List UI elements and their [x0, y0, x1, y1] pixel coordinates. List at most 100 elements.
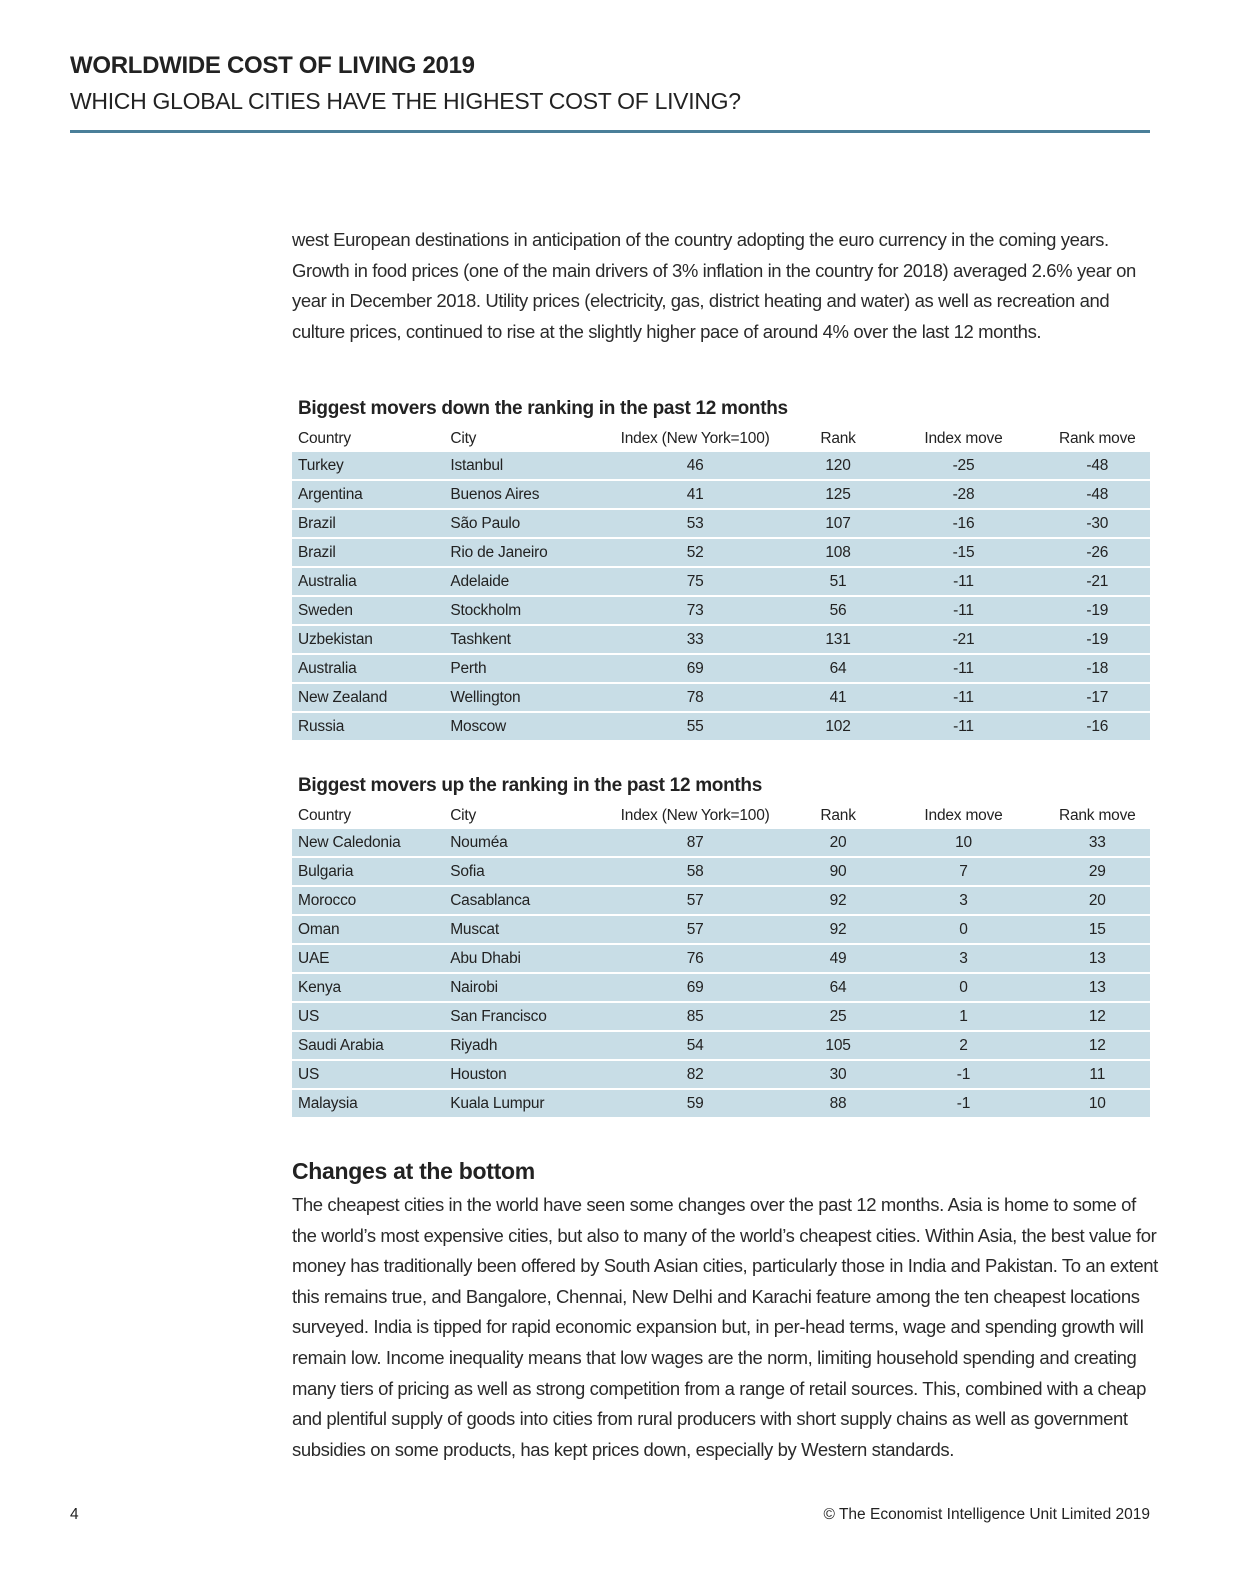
table-cell: -11 — [882, 712, 1045, 742]
table-cell: Adelaide — [444, 567, 597, 597]
table-cell: Sweden — [292, 596, 445, 626]
table-row: Turkey Istanbul 46 120 -25 -48 — [292, 452, 1150, 481]
table-header-row: Country City Index (New York=100) Rank Index… — [292, 425, 1150, 452]
table-cell: Nouméa — [444, 829, 597, 858]
table-cell: 57 — [596, 915, 794, 945]
table-cell: Buenos Aires — [444, 480, 597, 510]
table-cell: São Paulo — [444, 509, 597, 539]
page-number: 4 — [70, 1506, 79, 1523]
table-row: New Caledonia Nouméa 87 20 10 33 — [292, 829, 1150, 858]
table-cell: Wellington — [444, 683, 597, 713]
table-cell: Rio de Janeiro — [444, 538, 597, 568]
table-cell: 87 — [596, 829, 794, 858]
column-header: Rank move — [1058, 429, 1136, 447]
table-cell: 120 — [793, 452, 883, 481]
report-subtitle: WHICH GLOBAL CITIES HAVE THE HIGHEST COS… — [70, 88, 741, 114]
copyright: © The Economist Intelligence Unit Limite… — [823, 1506, 1150, 1523]
table-cell: 12 — [1044, 1031, 1150, 1061]
table-cell: 13 — [1044, 944, 1150, 974]
table-cell: Kenya — [292, 973, 445, 1003]
table-cell: -16 — [1044, 712, 1150, 742]
table-cell: Oman — [292, 915, 445, 945]
column-header: Rank — [820, 429, 856, 447]
table-cell: Russia — [292, 712, 445, 742]
table-cell: 125 — [793, 480, 883, 510]
table-cell: 2 — [882, 1031, 1045, 1061]
table-cell: Turkey — [292, 452, 445, 481]
table-row: US San Francisco 85 25 1 12 — [292, 1002, 1150, 1032]
table-cell: 54 — [596, 1031, 794, 1061]
table-cell: 92 — [793, 886, 883, 916]
table-cell: 88 — [793, 1089, 883, 1119]
table-header-row: Country City Index (New York=100) Rank Index… — [292, 802, 1150, 829]
table-cell: 11 — [1044, 1060, 1150, 1090]
table-cell: Tashkent — [444, 625, 597, 655]
table-cell: Riyadh — [444, 1031, 597, 1061]
table-cell: UAE — [292, 944, 445, 974]
table-cell: 52 — [596, 538, 794, 568]
table-row: UAE Abu Dhabi 76 49 3 13 — [292, 944, 1150, 974]
table-cell: 76 — [596, 944, 794, 974]
table-cell: Nairobi — [444, 973, 597, 1003]
table-row: Russia Moscow 55 102 -11 -16 — [292, 712, 1150, 742]
table-cell: 3 — [882, 886, 1045, 916]
table-row: Brazil São Paulo 53 107 -16 -30 — [292, 509, 1150, 539]
table-cell: 53 — [596, 509, 794, 539]
table-cell: -11 — [882, 683, 1045, 713]
table-cell: Kuala Lumpur — [444, 1089, 597, 1119]
table-cell: Stockholm — [444, 596, 597, 626]
table-cell: -16 — [882, 509, 1045, 539]
table-cell: 12 — [1044, 1002, 1150, 1032]
table-row: Argentina Buenos Aires 41 125 -28 -48 — [292, 480, 1150, 510]
table-cell: -1 — [882, 1089, 1045, 1119]
table-cell: 10 — [1044, 1089, 1150, 1119]
table-cell: Bulgaria — [292, 857, 445, 887]
table-cell: 92 — [793, 915, 883, 945]
table-cell: -15 — [882, 538, 1045, 568]
table-cell: -26 — [1044, 538, 1150, 568]
table-cell: 33 — [1044, 829, 1150, 858]
table-cell: Muscat — [444, 915, 597, 945]
table-cell: -30 — [1044, 509, 1150, 539]
table-cell: 64 — [793, 654, 883, 684]
table-cell: 78 — [596, 683, 794, 713]
table-cell: 20 — [1044, 886, 1150, 916]
table-cell: 30 — [793, 1060, 883, 1090]
table-row: Morocco Casablanca 57 92 3 20 — [292, 886, 1150, 916]
table-cell: 0 — [882, 973, 1045, 1003]
table-cell: 107 — [793, 509, 883, 539]
section-heading: Changes at the bottom — [292, 1158, 535, 1184]
column-header: Country — [298, 806, 351, 824]
column-header: Rank — [820, 806, 856, 824]
table-cell: 41 — [793, 683, 883, 713]
table-cell: 105 — [793, 1031, 883, 1061]
table-row: Kenya Nairobi 69 64 0 13 — [292, 973, 1150, 1003]
table-cell: San Francisco — [444, 1002, 597, 1032]
table-cell: 3 — [882, 944, 1045, 974]
column-header: Index (New York=100) — [620, 806, 770, 824]
table-cell: Abu Dhabi — [444, 944, 597, 974]
table-row: Australia Adelaide 75 51 -11 -21 — [292, 567, 1150, 597]
table-cell: 85 — [596, 1002, 794, 1032]
intro-paragraph: west European destinations in anticipati… — [292, 229, 1136, 342]
table-cell: US — [292, 1060, 445, 1090]
table-cell: 29 — [1044, 857, 1150, 887]
table-cell: 46 — [596, 452, 794, 481]
table-cell: -18 — [1044, 654, 1150, 684]
table-cell: 41 — [596, 480, 794, 510]
table-cell: US — [292, 1002, 445, 1032]
table-cell: 58 — [596, 857, 794, 887]
table-row: US Houston 82 30 -1 11 — [292, 1060, 1150, 1090]
table-cell: -11 — [882, 654, 1045, 684]
table-down: Country City Index (New York=100) Rank Index… — [292, 425, 1150, 742]
table-row: Oman Muscat 57 92 0 15 — [292, 915, 1150, 945]
table-cell: 10 — [882, 829, 1045, 858]
table-cell: Perth — [444, 654, 597, 684]
table-cell: 13 — [1044, 973, 1150, 1003]
table-cell: 7 — [882, 857, 1045, 887]
table-cell: -48 — [1044, 452, 1150, 481]
table-cell: -19 — [1044, 625, 1150, 655]
table-cell: 56 — [793, 596, 883, 626]
column-header: City — [450, 429, 477, 447]
